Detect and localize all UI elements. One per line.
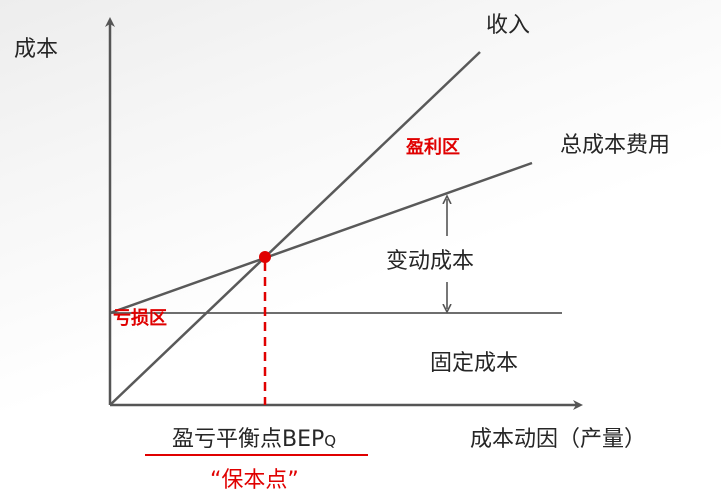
revenue-line [109,51,481,406]
variable-cost-label: 变动成本 [386,249,474,274]
revenue-label: 收入 [486,13,530,38]
y-axis-label: 成本 [14,37,58,62]
profit-zone-label: 盈利区 [405,136,460,158]
total-cost-line [109,161,533,315]
break-even-point [259,251,271,263]
break-even-nickname: “保本点” [210,468,299,493]
loss-zone-label: 亏损区 [113,307,167,329]
fixed-cost-label: 固定成本 [430,351,518,376]
break-even-label-subscript: Q [324,432,336,450]
total-cost-label: 总成本费用 [560,133,670,158]
break-even-label: 盈亏平衡点BEPQ [172,427,336,452]
break-even-label-main: 盈亏平衡点BEP [172,427,324,452]
x-axis-label: 成本动因（产量） [470,427,646,452]
